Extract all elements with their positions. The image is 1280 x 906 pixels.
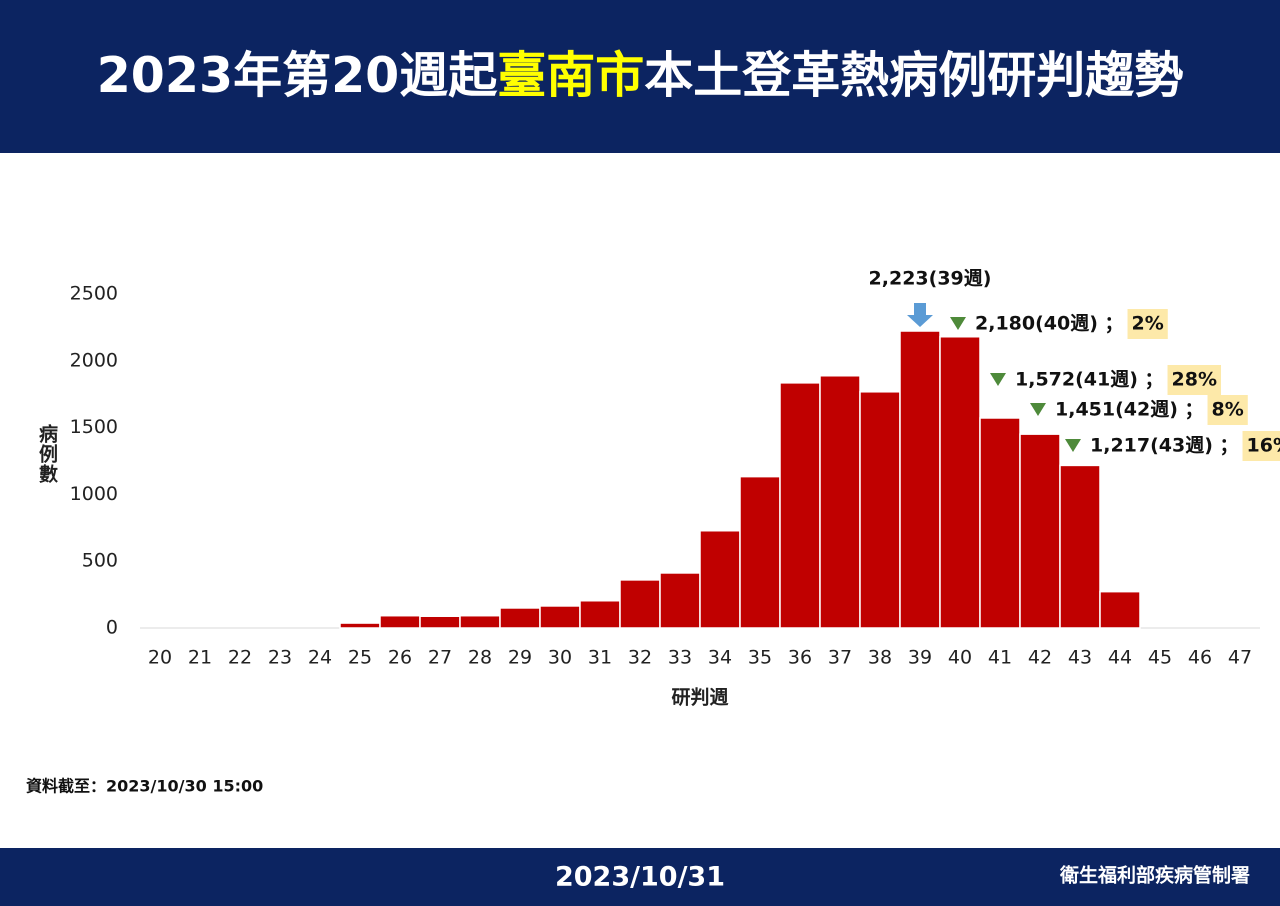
annotation-label: 2,180(40週) ；: [975, 313, 1124, 335]
x-tick-label: 36: [788, 647, 812, 669]
x-tick-label: 33: [668, 647, 692, 669]
bar: [619, 579, 661, 629]
footer-date: 2023/10/31: [555, 862, 725, 893]
bar: [659, 572, 701, 629]
x-tick-label: 41: [988, 647, 1012, 669]
x-tick-label: 47: [1228, 647, 1252, 669]
x-tick-label: 43: [1068, 647, 1092, 669]
x-tick-label: 22: [228, 647, 252, 669]
peak-label: 2,223(39週): [869, 268, 992, 290]
x-tick-label: 34: [708, 647, 732, 669]
y-tick-label: 1500: [70, 416, 118, 438]
x-tick-label: 26: [388, 647, 412, 669]
bar: [459, 614, 501, 629]
change-box: [1167, 365, 1222, 395]
down-triangle: [1065, 439, 1081, 452]
x-axis-label: 研判週: [671, 687, 728, 709]
x-tick-label: 44: [1108, 647, 1132, 669]
bar: [539, 605, 581, 629]
bar: [819, 375, 861, 629]
footer-agency: 衛生福利部疾病管制署: [1059, 864, 1250, 887]
change-box: [1207, 395, 1248, 425]
data-note: 資料截至：2023/10/30 15:00: [26, 777, 263, 796]
y-tick-label: 0: [106, 617, 118, 639]
bar: [739, 475, 781, 629]
down-triangle: [990, 373, 1006, 386]
x-tick-label: 39: [908, 647, 932, 669]
title-highlight: 臺南市: [497, 47, 644, 104]
bar: [419, 615, 461, 629]
x-tick-label: 30: [548, 647, 572, 669]
annotation-change: 28%: [1172, 369, 1217, 391]
x-tick-label: 45: [1148, 647, 1172, 669]
change-box: [1242, 431, 1280, 461]
bar: [859, 391, 901, 629]
bar: [779, 382, 821, 629]
bar: [499, 607, 541, 629]
x-tick-label: 24: [308, 647, 332, 669]
title-part: 本土登革熱病例研判趨勢: [644, 47, 1183, 104]
bar: [699, 529, 741, 629]
y-tick-label: 500: [82, 550, 118, 572]
x-tick-label: 31: [588, 647, 612, 669]
bar: [1059, 464, 1101, 629]
header-band: [0, 0, 1280, 153]
bar: [939, 336, 981, 629]
peak-arrow: [907, 303, 933, 327]
bar: [379, 614, 421, 629]
bar: [579, 599, 621, 629]
x-tick-label: 25: [348, 647, 372, 669]
title: 2023年第20週起臺南市本土登革熱病例研判趨勢: [97, 47, 1184, 104]
y-tick-label: 2500: [70, 283, 118, 305]
x-tick-label: 46: [1188, 647, 1212, 669]
footer-band: [0, 848, 1280, 906]
annotation-change: 8%: [1212, 399, 1244, 421]
down-triangle: [950, 317, 966, 330]
down-triangle: [1030, 403, 1046, 416]
y-axis-label: 病例數: [36, 424, 58, 484]
annotation-label: 1,572(41週) ；: [1015, 369, 1164, 391]
bar: [1099, 590, 1141, 629]
x-tick-label: 32: [628, 647, 652, 669]
x-tick-label: 29: [508, 647, 532, 669]
change-box: [1127, 309, 1168, 339]
bar: [1019, 433, 1061, 629]
x-tick-label: 37: [828, 647, 852, 669]
annotation-change: 16%: [1247, 435, 1280, 457]
bar: [979, 417, 1021, 629]
bar: [339, 622, 381, 629]
title-part: 2023年第20週起: [97, 47, 499, 104]
x-tick-label: 21: [188, 647, 212, 669]
x-tick-label: 40: [948, 647, 972, 669]
x-tick-label: 28: [468, 647, 492, 669]
x-tick-label: 42: [1028, 647, 1052, 669]
x-tick-label: 27: [428, 647, 452, 669]
x-tick-label: 35: [748, 647, 772, 669]
x-tick-label: 38: [868, 647, 892, 669]
y-tick-label: 1000: [70, 483, 118, 505]
bar: [899, 330, 941, 629]
y-tick-label: 2000: [70, 349, 118, 371]
x-tick-label: 23: [268, 647, 292, 669]
annotation-label: 1,217(43週) ；: [1090, 435, 1239, 457]
annotation-label: 1,451(42週) ；: [1055, 399, 1204, 421]
annotation-change: 2%: [1132, 313, 1164, 335]
x-tick-label: 20: [148, 647, 172, 669]
